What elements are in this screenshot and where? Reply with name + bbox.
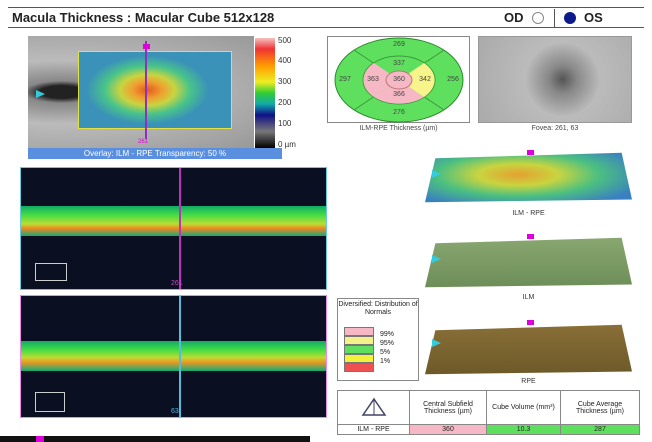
divider [554, 9, 555, 27]
scale-label: 500 [278, 36, 292, 45]
scale-label: 0 µm [278, 140, 296, 149]
header-cube-volume: Cube Volume (mm³) [486, 390, 561, 425]
row-label: ILM - RPE [337, 424, 410, 435]
inner-superior: 337 [393, 60, 405, 67]
outer-superior: 269 [393, 41, 405, 48]
horizontal-bscan[interactable]: 261 [20, 167, 327, 290]
scale-label: 100 [278, 119, 292, 128]
normals-legend: Diversified: Distribution of Normals 99%… [337, 298, 419, 381]
legend-label: 5% [380, 349, 391, 356]
surface-ilm-rpe[interactable] [425, 152, 632, 203]
vertical-bscan[interactable]: 63 [20, 295, 327, 418]
central-subfield: 360 [393, 76, 405, 83]
legend-swatch [344, 363, 374, 372]
legend-title: Diversified: Distribution of Normals [338, 301, 418, 316]
outer-temporal: 256 [447, 76, 459, 83]
etdrs-grid: 269 337 297 363 360 342 256 366 276 [327, 36, 470, 123]
marker-icon [36, 436, 44, 442]
fundus-thickness-map[interactable]: 261 [28, 36, 254, 148]
od-label: OD [504, 10, 524, 25]
horizontal-marker-icon[interactable] [432, 339, 441, 347]
central-subfield-value: 360 [409, 424, 487, 435]
legend-label: 1% [380, 358, 391, 365]
scale-label: 300 [278, 77, 292, 86]
slice-line[interactable] [179, 296, 181, 417]
summary-table: Central Subfield Thickness (µm) Cube Vol… [337, 390, 640, 435]
report-header: Macula Thickness : Macular Cube 512x128 … [8, 7, 644, 28]
retina-layers [21, 206, 326, 236]
inner-inferior: 366 [393, 91, 405, 98]
header-central-subfield: Central Subfield Thickness (µm) [409, 390, 487, 425]
inner-nasal: 363 [367, 76, 379, 83]
bscan-number: 63 [171, 408, 179, 415]
slice-marker-icon[interactable] [527, 320, 534, 325]
fovea-image[interactable] [478, 36, 632, 123]
surface-rpe[interactable] [425, 324, 632, 375]
thickness-color-scale [255, 38, 275, 148]
overlay-bar[interactable]: Overlay: ILM - RPE Transparency: 50 % [28, 148, 282, 159]
surface-ilm[interactable] [425, 237, 632, 288]
slice-marker-icon[interactable] [527, 150, 534, 155]
scale-label: 400 [278, 56, 292, 65]
etdrs-caption: ILM-RPE Thickness (µm) [359, 125, 438, 132]
horizontal-marker-icon[interactable] [432, 255, 441, 263]
horizontal-marker-icon[interactable] [36, 90, 45, 98]
slice-line[interactable] [179, 168, 181, 289]
orientation-icon [35, 263, 67, 281]
surface-label: ILM [522, 294, 535, 301]
bscan-strip [0, 436, 310, 442]
warning-icon [337, 390, 410, 425]
inner-temporal: 342 [419, 76, 431, 83]
surface-label: ILM - RPE [512, 210, 545, 217]
os-radio[interactable] [564, 12, 576, 24]
horizontal-marker-icon[interactable] [432, 170, 441, 178]
outer-nasal: 297 [339, 76, 351, 83]
slice-line[interactable] [145, 41, 147, 139]
legend-swatch [344, 336, 374, 345]
legend-label: 99% [380, 331, 395, 338]
report-title: Macula Thickness : Macular Cube 512x128 [12, 10, 275, 25]
slice-number: 261 [138, 139, 149, 145]
bscan-number: 261 [171, 280, 183, 287]
retina-layers [21, 341, 326, 371]
orientation-icon [35, 392, 65, 412]
surface-label: RPE [521, 378, 536, 385]
legend-swatch [344, 327, 374, 336]
header-cube-average: Cube Average Thickness (µm) [560, 390, 640, 425]
thickness-overlay [78, 51, 232, 129]
slice-marker-icon[interactable] [143, 44, 150, 49]
os-label: OS [584, 10, 603, 25]
slice-marker-icon[interactable] [527, 234, 534, 239]
outer-inferior: 276 [393, 109, 405, 116]
legend-swatch [344, 354, 374, 363]
legend-swatch [344, 345, 374, 354]
od-radio[interactable] [532, 12, 544, 24]
scale-label: 200 [278, 98, 292, 107]
legend-label: 95% [380, 340, 395, 347]
cube-volume-value: 10.3 [486, 424, 561, 435]
fovea-caption: Fovea: 261, 63 [531, 125, 579, 132]
cube-average-value: 287 [560, 424, 640, 435]
